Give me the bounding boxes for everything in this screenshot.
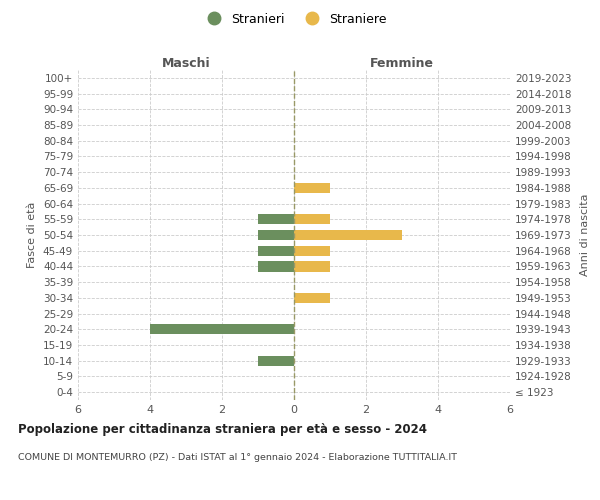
Text: Maschi: Maschi — [161, 57, 211, 70]
Bar — [294, 230, 402, 240]
Text: COMUNE DI MONTEMURRO (PZ) - Dati ISTAT al 1° gennaio 2024 - Elaborazione TUTTITA: COMUNE DI MONTEMURRO (PZ) - Dati ISTAT a… — [18, 452, 457, 462]
Bar — [294, 262, 330, 272]
Y-axis label: Fasce di età: Fasce di età — [28, 202, 37, 268]
Text: Femmine: Femmine — [370, 57, 434, 70]
Bar — [294, 182, 330, 193]
Bar — [150, 324, 294, 334]
Bar — [258, 262, 294, 272]
Bar — [294, 292, 330, 303]
Text: Popolazione per cittadinanza straniera per età e sesso - 2024: Popolazione per cittadinanza straniera p… — [18, 422, 427, 436]
Bar — [258, 356, 294, 366]
Bar — [258, 214, 294, 224]
Bar — [294, 246, 330, 256]
Bar — [258, 230, 294, 240]
Y-axis label: Anni di nascita: Anni di nascita — [580, 194, 590, 276]
Bar — [258, 246, 294, 256]
Legend: Stranieri, Straniere: Stranieri, Straniere — [196, 8, 392, 30]
Bar — [294, 214, 330, 224]
